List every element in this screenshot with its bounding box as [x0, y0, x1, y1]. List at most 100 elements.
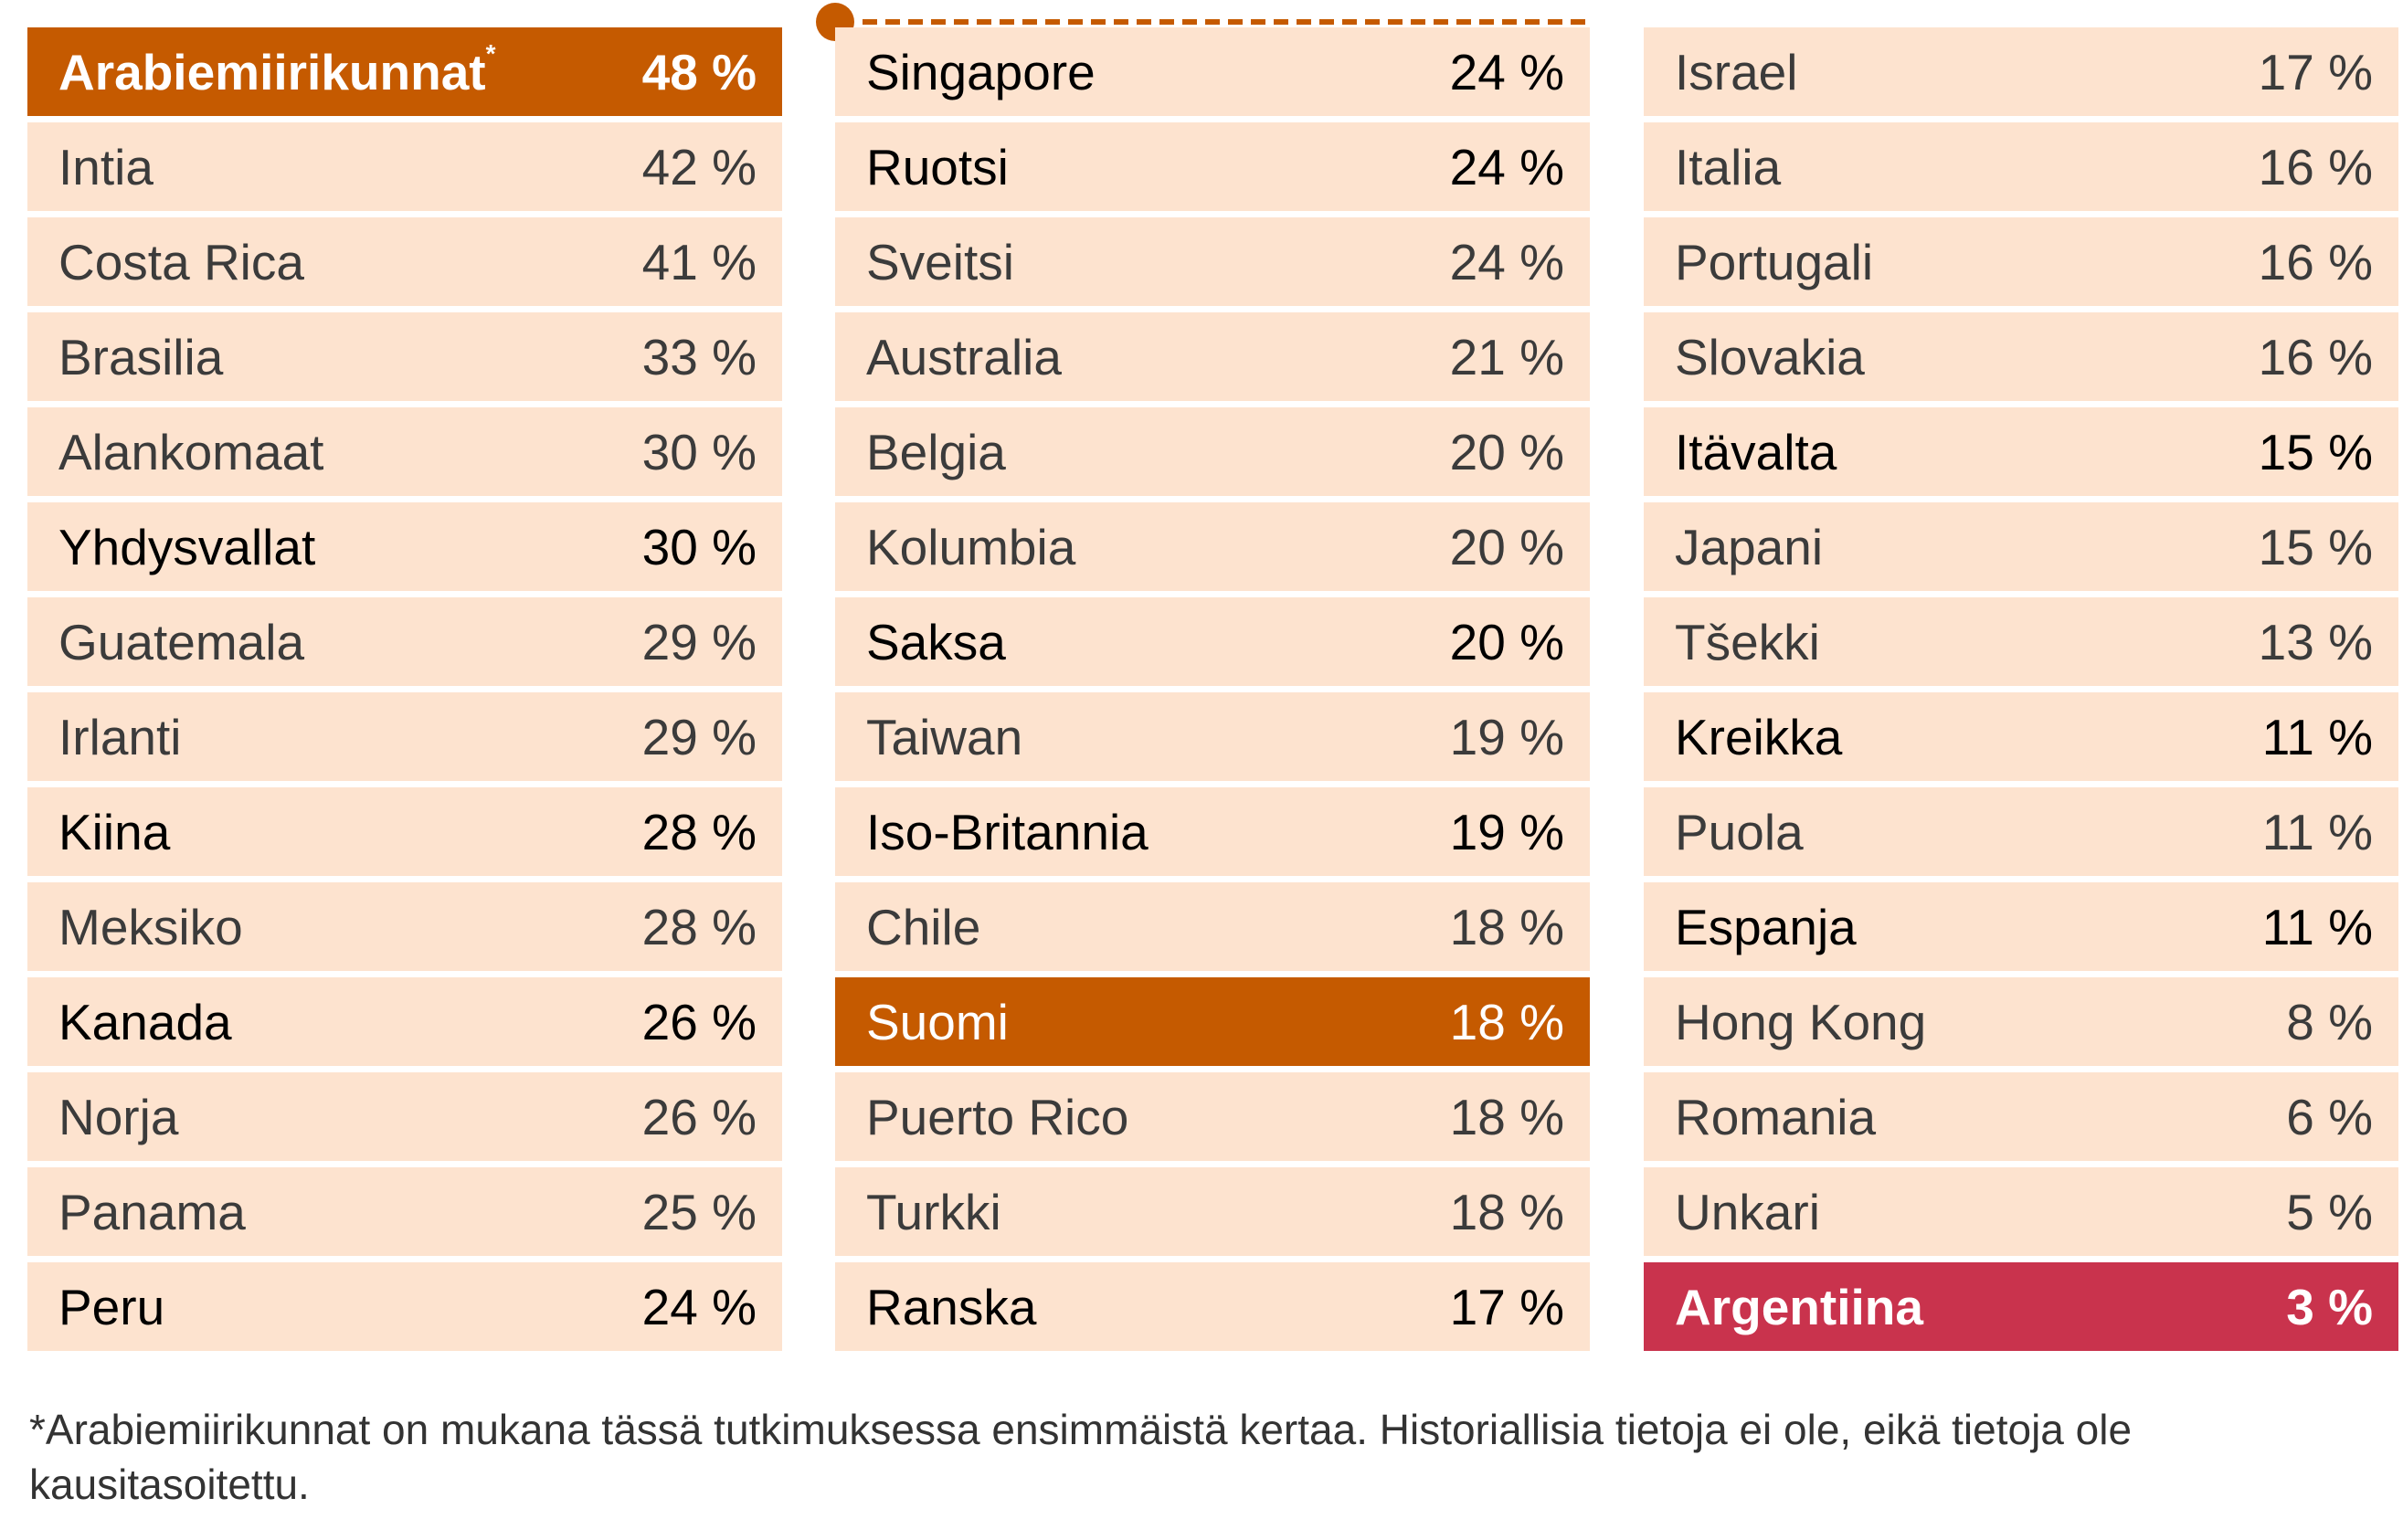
country-name: Taiwan	[866, 708, 1022, 766]
country-label: Brasilia	[58, 328, 224, 385]
percent-value: 21 %	[1449, 328, 1564, 385]
table-row: Romania 6 %	[1644, 1072, 2398, 1161]
table-row: Belgia 20 %	[835, 407, 1590, 496]
table-row: Argentiina 3 %	[1644, 1262, 2398, 1351]
country-label: Yhdysvallat	[58, 518, 316, 575]
table-row: Tšekki 13 %	[1644, 597, 2398, 686]
country-label: Peru	[58, 1278, 165, 1335]
country-name: Australia	[866, 328, 1062, 386]
percent-value: 26 %	[641, 993, 757, 1050]
country-label: Chile	[866, 898, 981, 955]
percent-value: 20 %	[1449, 518, 1564, 575]
table-row: Intia 42 %	[27, 122, 782, 211]
table-row: Meksiko 28 %	[27, 882, 782, 971]
table-row: Kanada 26 %	[27, 977, 782, 1066]
percent-value: 15 %	[2258, 518, 2373, 575]
table-row: Alankomaat 30 %	[27, 407, 782, 496]
country-name: Ruotsi	[866, 138, 1009, 196]
country-label: Ruotsi	[866, 138, 1009, 195]
table-row: Kiina 28 %	[27, 787, 782, 876]
table-row: Norja 26 %	[27, 1072, 782, 1161]
table-row: Unkari 5 %	[1644, 1167, 2398, 1256]
country-label: Espanja	[1675, 898, 1857, 955]
country-label: Romania	[1675, 1088, 1877, 1145]
percent-value: 17 %	[1449, 1278, 1564, 1335]
country-label: Singapore	[866, 43, 1096, 100]
percent-value: 5 %	[2286, 1183, 2373, 1240]
table-row: Puola 11 %	[1644, 787, 2398, 876]
percent-value: 29 %	[641, 708, 757, 765]
median-dashed-marker	[816, 3, 1590, 41]
country-name: Singapore	[866, 43, 1096, 101]
table-row: Sveitsi 24 %	[835, 217, 1590, 306]
country-name: Hong Kong	[1675, 993, 1926, 1051]
country-label: Japani	[1675, 518, 1824, 575]
percent-value: 16 %	[2258, 138, 2373, 195]
percent-value: 29 %	[641, 613, 757, 670]
country-name: Tšekki	[1675, 613, 1820, 671]
percent-value: 24 %	[1449, 43, 1564, 100]
country-label: Puerto Rico	[866, 1088, 1129, 1145]
country-name: Slovakia	[1675, 328, 1865, 386]
country-name: Argentiina	[1675, 1278, 1923, 1336]
percent-value: 18 %	[1449, 898, 1564, 955]
country-label: Meksiko	[58, 898, 243, 955]
table-row: Chile 18 %	[835, 882, 1590, 971]
country-label: Suomi	[866, 993, 1009, 1050]
country-name: Sveitsi	[866, 233, 1014, 291]
percent-value: 19 %	[1449, 708, 1564, 765]
country-label: Portugali	[1675, 233, 1874, 290]
percent-value: 6 %	[2286, 1088, 2373, 1145]
percent-value: 16 %	[2258, 328, 2373, 385]
country-label: Panama	[58, 1183, 246, 1240]
country-label: Puola	[1675, 803, 1804, 860]
table-row: Iso-Britannia 19 %	[835, 787, 1590, 876]
percent-value: 48 %	[641, 43, 757, 100]
country-name: Saksa	[866, 613, 1006, 671]
country-label: Saksa	[866, 613, 1006, 670]
table-row: Brasilia 33 %	[27, 312, 782, 401]
country-name: Kiina	[58, 803, 170, 861]
country-label: Slovakia	[1675, 328, 1865, 385]
table-row: Turkki 18 %	[835, 1167, 1590, 1256]
country-label: Hong Kong	[1675, 993, 1927, 1050]
country-label: Norja	[58, 1088, 179, 1145]
country-name: Alankomaat	[58, 423, 323, 481]
table-row: Japani 15 %	[1644, 502, 2398, 591]
percent-value: 33 %	[641, 328, 757, 385]
country-label: Argentiina	[1675, 1278, 1923, 1335]
percent-value: 24 %	[641, 1278, 757, 1335]
table-row: Kolumbia 20 %	[835, 502, 1590, 591]
country-name: Belgia	[866, 423, 1006, 481]
country-label: Belgia	[866, 423, 1006, 480]
country-label: Costa Rica	[58, 233, 304, 290]
country-name: Portugali	[1675, 233, 1873, 291]
country-name: Suomi	[866, 993, 1009, 1051]
table-row: Singapore 24 %	[835, 27, 1590, 116]
table-row: Arabiemiirikunnat* 48 %	[27, 27, 782, 116]
table-row: Yhdysvallat 30 %	[27, 502, 782, 591]
percent-value: 28 %	[641, 898, 757, 955]
country-name: Peru	[58, 1278, 164, 1336]
table-row: Portugali 16 %	[1644, 217, 2398, 306]
table-row: Costa Rica 41 %	[27, 217, 782, 306]
country-name: Irlanti	[58, 708, 182, 766]
country-label: Turkki	[866, 1183, 1001, 1240]
country-label: Iso-Britannia	[866, 803, 1149, 860]
country-name: Yhdysvallat	[58, 518, 315, 576]
table-row: Saksa 20 %	[835, 597, 1590, 686]
country-name: Turkki	[866, 1183, 1001, 1241]
footnote-mark: *	[485, 38, 496, 68]
country-label: Unkari	[1675, 1183, 1820, 1240]
percent-value: 25 %	[641, 1183, 757, 1240]
table-row: Irlanti 29 %	[27, 692, 782, 781]
country-label: Kanada	[58, 993, 232, 1050]
table-row: Israel 17 %	[1644, 27, 2398, 116]
column-2: Singapore 24 % Ruotsi 24 % Sveitsi 24 % Austra…	[835, 27, 1590, 1357]
country-name: Kanada	[58, 993, 232, 1051]
country-label: Taiwan	[866, 708, 1023, 765]
country-name: Intia	[58, 138, 153, 196]
country-name: Italia	[1675, 138, 1781, 196]
table-row: Ranska 17 %	[835, 1262, 1590, 1351]
percent-value: 18 %	[1449, 1183, 1564, 1240]
